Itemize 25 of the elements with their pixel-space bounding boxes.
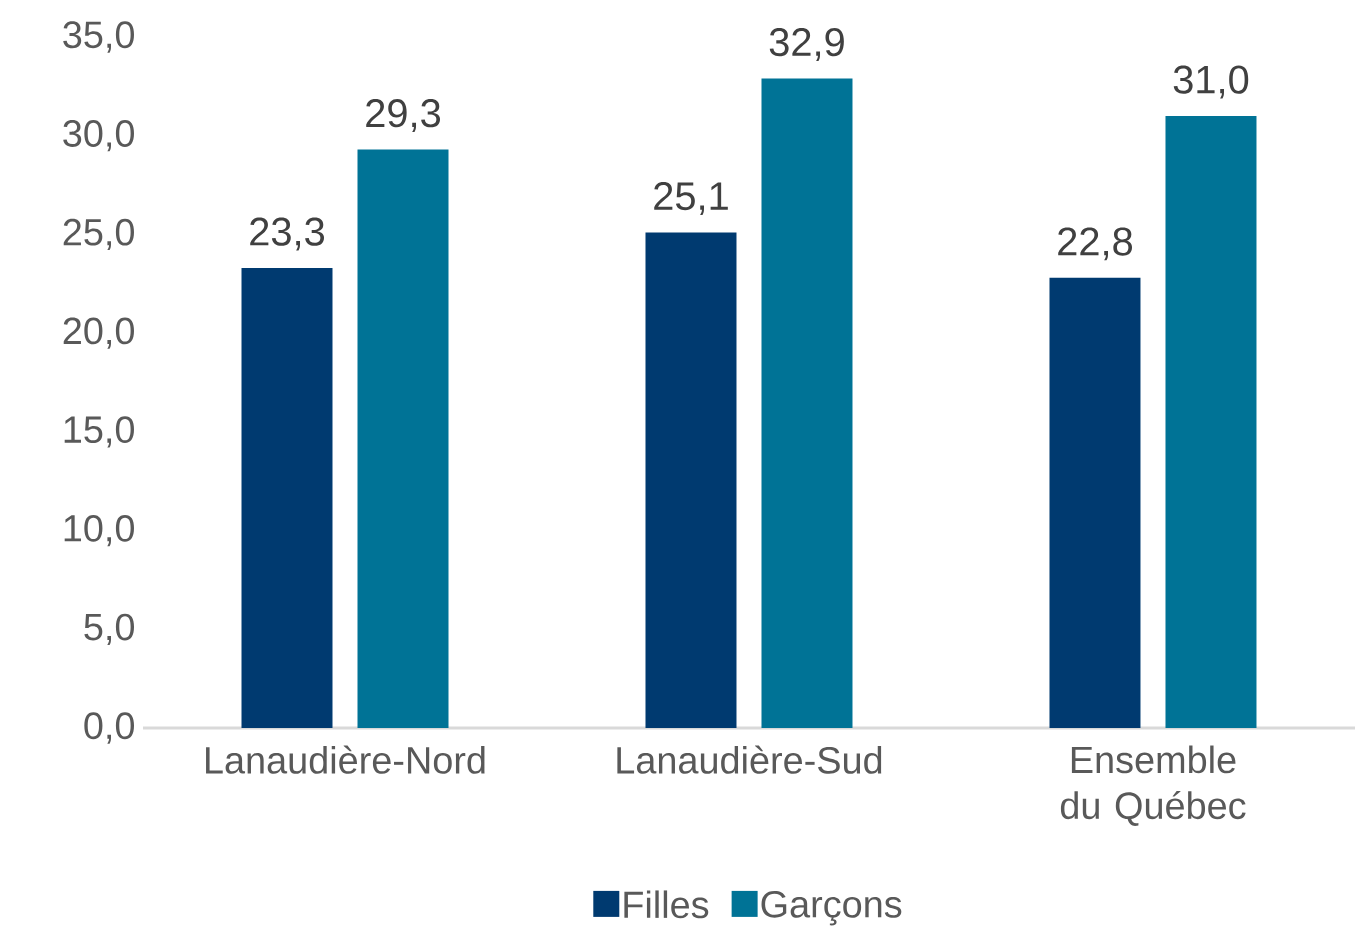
- bar: [1165, 115, 1257, 728]
- y-tick-label: 20,0: [63, 317, 134, 349]
- x-tick-label: Ensemble du Québec: [1060, 745, 1246, 826]
- data-label: 25,1: [654, 182, 728, 215]
- x-tick-label: Lanaudière-Nord: [206, 745, 485, 774]
- bar: [241, 267, 333, 728]
- y-tick-label: 5,0: [84, 613, 134, 645]
- y-tick-label: 25,0: [63, 218, 134, 251]
- legend-label: Garçons: [761, 890, 902, 926]
- y-tick-label: 30,0: [63, 120, 134, 152]
- bar: [1049, 277, 1141, 728]
- x-tick-label: Lanaudière-Sud: [617, 745, 882, 774]
- bar: [645, 232, 737, 728]
- y-tick-label: 15,0: [64, 416, 134, 448]
- data-label: 32,9: [769, 28, 844, 61]
- y-tick-label: 10,0: [64, 514, 134, 547]
- data-label: 22,8: [1058, 227, 1133, 261]
- data-label: 23,3: [250, 217, 325, 251]
- bar: [761, 78, 853, 728]
- bar: [357, 149, 449, 728]
- y-tick-label: 0,0: [84, 712, 134, 744]
- y-tick-label: 35,0: [63, 21, 134, 53]
- legend-label: Filles: [624, 890, 709, 919]
- data-label: 31,0: [1173, 65, 1249, 99]
- data-label: 29,3: [366, 99, 441, 132]
